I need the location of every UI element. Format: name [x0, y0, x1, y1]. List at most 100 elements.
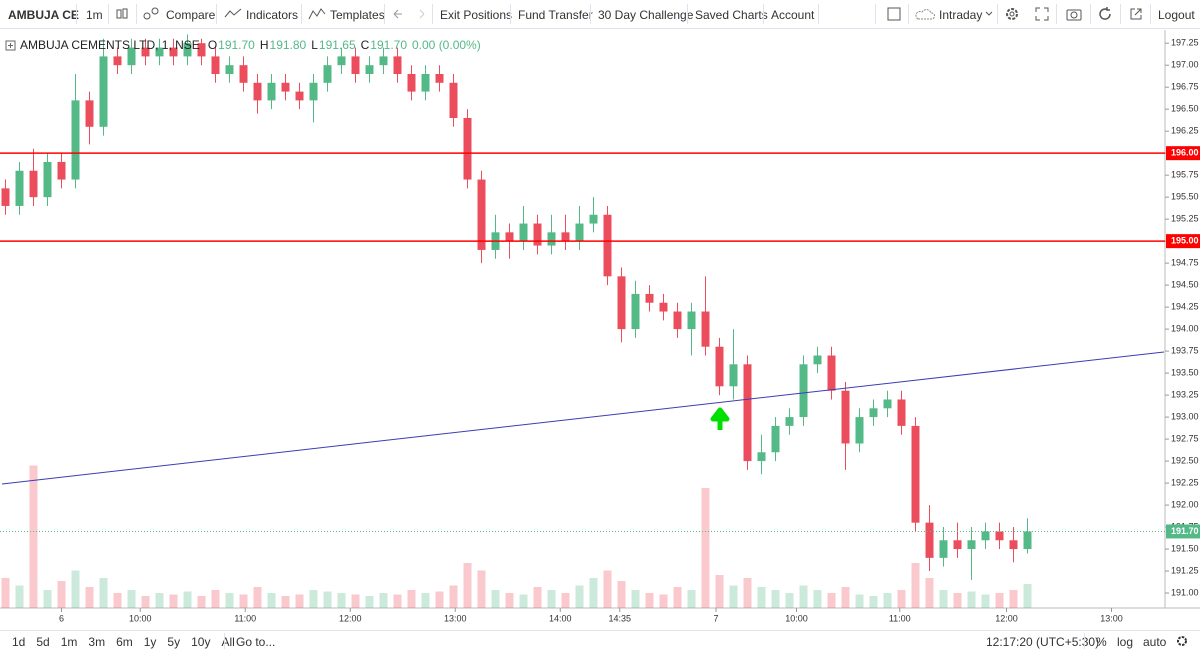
- range-button[interactable]: 10y: [191, 635, 211, 649]
- volume-bar: [589, 578, 598, 608]
- candle-body: [925, 522, 934, 558]
- volume-bar: [939, 590, 948, 608]
- volume-bar: [29, 465, 38, 608]
- popout-icon[interactable]: [1128, 6, 1144, 22]
- indicators-icon[interactable]: [224, 6, 242, 22]
- y-tick-label: 191.00: [1171, 587, 1199, 597]
- candle-body: [449, 82, 458, 118]
- candle-body: [211, 56, 220, 74]
- range-button[interactable]: 3m: [88, 635, 106, 649]
- volume-bar: [701, 488, 710, 608]
- legend-key: L: [311, 38, 318, 52]
- candle-body: [897, 399, 906, 426]
- candle-body: [673, 311, 682, 330]
- account[interactable]: Account: [771, 8, 815, 22]
- range-button[interactable]: 1d: [12, 635, 26, 649]
- candle-body: [85, 100, 94, 127]
- candle-body: [365, 65, 374, 74]
- volume-bar: [309, 590, 318, 608]
- candle-body: [15, 170, 24, 206]
- candle-body: [421, 73, 430, 92]
- layout-mode[interactable]: Intraday: [939, 8, 983, 22]
- select-icon[interactable]: [886, 6, 902, 22]
- candle-body: [715, 346, 724, 387]
- candle-body: [281, 82, 290, 92]
- volume-bar: [925, 578, 934, 608]
- volume-bar: [631, 590, 640, 608]
- candle-body: [309, 82, 318, 101]
- volume-bar: [827, 593, 836, 608]
- y-tick-label: 191.25: [1171, 565, 1199, 575]
- volume-bar: [449, 585, 458, 608]
- legend-toggle-icon: [8, 43, 13, 48]
- go-to[interactable]: Go to...: [236, 635, 276, 649]
- settings-icon[interactable]: [1004, 6, 1020, 22]
- volume-bar: [715, 575, 724, 608]
- range-button[interactable]: 5y: [167, 635, 181, 649]
- range-button[interactable]: 1m: [60, 635, 78, 649]
- fund-transfer[interactable]: Fund Transfer: [518, 8, 593, 22]
- legend-toggle[interactable]: [5, 40, 16, 51]
- cloud-icon[interactable]: [914, 6, 936, 22]
- snapshot-icon[interactable]: [1065, 6, 1083, 22]
- logout[interactable]: Logout: [1158, 8, 1195, 22]
- volume-bar: [799, 585, 808, 608]
- percent-toggle[interactable]: %: [1096, 635, 1107, 649]
- range-button[interactable]: 1y: [143, 635, 157, 649]
- volume-bar: [43, 590, 52, 608]
- saved-charts[interactable]: Saved Charts: [695, 8, 768, 22]
- candle-body: [575, 223, 584, 242]
- y-tick-label: 193.00: [1171, 411, 1199, 421]
- x-tick-label: 14:00: [549, 613, 572, 623]
- candle-body: [407, 73, 416, 92]
- exit-positions[interactable]: Exit Positions: [440, 8, 513, 22]
- undo-redo[interactable]: [390, 6, 430, 22]
- candle-body: [323, 65, 332, 83]
- candle-body: [841, 390, 850, 444]
- volume-bar: [533, 587, 542, 608]
- range-button[interactable]: 6m: [116, 635, 133, 649]
- compare[interactable]: Compare: [166, 8, 216, 22]
- level-label: 196.00: [1171, 148, 1199, 158]
- legend-key: C: [361, 38, 370, 52]
- volume-bar: [435, 591, 444, 608]
- candle-body: [967, 540, 976, 550]
- symbol[interactable]: AMBUJA CE: [8, 8, 79, 22]
- volume-bar: [855, 594, 864, 608]
- y-tick-label: 194.50: [1171, 280, 1199, 290]
- indicators[interactable]: Indicators: [246, 8, 299, 22]
- candle-body: [1, 188, 10, 206]
- y-tick-label: 196.25: [1171, 126, 1199, 136]
- candle-body: [253, 82, 262, 101]
- log-toggle[interactable]: log: [1117, 635, 1134, 649]
- trend-line: [1, 351, 1165, 485]
- candle-body: [869, 408, 878, 418]
- templates-icon[interactable]: [308, 6, 326, 22]
- challenge[interactable]: 30 Day Challenge: [598, 8, 694, 22]
- volume-bar: [393, 594, 402, 608]
- y-tick-label: 191.50: [1171, 543, 1199, 553]
- volume-bar: [141, 596, 150, 608]
- volume-bar: [463, 563, 472, 608]
- candle-body: [561, 232, 570, 242]
- x-tick-label: 12:00: [995, 613, 1018, 623]
- y-tick-label: 196.50: [1171, 104, 1199, 114]
- templates[interactable]: Templates: [330, 8, 385, 22]
- range-button[interactable]: 5d: [36, 635, 50, 649]
- volume-bar: [673, 587, 682, 608]
- legend-key: H: [260, 38, 269, 52]
- auto-toggle[interactable]: auto: [1143, 635, 1167, 649]
- last-price-label: 191.70: [1171, 526, 1199, 536]
- dropdown-caret[interactable]: [984, 9, 994, 19]
- candle-body: [659, 302, 668, 312]
- candle-body: [743, 364, 752, 462]
- volume-bar: [505, 593, 514, 608]
- chart-style-icon[interactable]: [114, 6, 130, 22]
- fullscreen-icon[interactable]: [1034, 6, 1050, 22]
- y-tick-label: 195.75: [1171, 170, 1199, 180]
- interval[interactable]: 1m: [86, 8, 103, 22]
- refresh-icon[interactable]: [1097, 6, 1113, 22]
- footer-settings[interactable]: [1175, 634, 1189, 648]
- compare-icon[interactable]: [142, 6, 160, 22]
- x-tick-label: 10:00: [129, 613, 152, 623]
